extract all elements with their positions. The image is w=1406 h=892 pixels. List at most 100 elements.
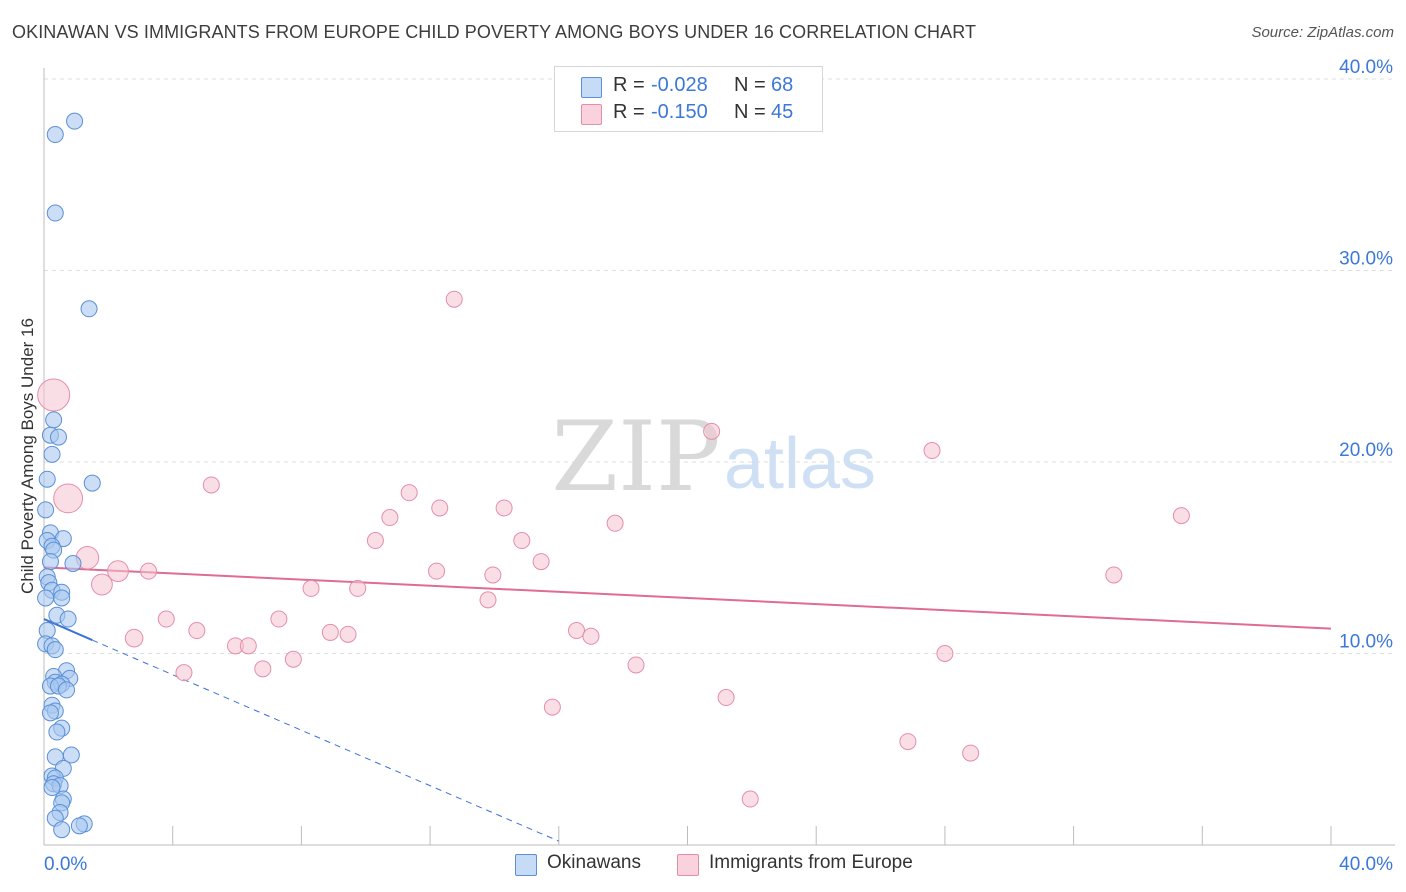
okinawans-point	[45, 411, 63, 429]
immigrants-point	[606, 514, 624, 532]
trendline-okinawans-dashed	[92, 639, 559, 842]
watermark: ZIP atlas	[551, 401, 876, 513]
immigrants-point	[91, 573, 113, 596]
chart-title: OKINAWAN VS IMMIGRANTS FROM EUROPE CHILD…	[12, 22, 977, 42]
y-tick-label: 20.0%	[1339, 440, 1393, 461]
immigrants-point	[302, 579, 320, 597]
okinawans-point	[58, 681, 76, 699]
immigrants-point	[582, 627, 600, 645]
immigrants-point	[284, 650, 302, 668]
immigrants-point	[567, 622, 585, 640]
immigrants-point	[366, 532, 384, 550]
y-tick-label: 40.0%	[1339, 57, 1393, 78]
okinawans-point	[43, 779, 61, 797]
series-okinawans	[37, 112, 101, 839]
n-value: 45	[771, 101, 794, 123]
watermark-atlas: atlas	[724, 424, 876, 504]
okinawans-point	[49, 428, 67, 446]
x-tick-label: 40.0%	[1339, 854, 1393, 875]
series-legend: Okinawans Immigrants from Europe	[0, 852, 1406, 878]
n-label: N =	[734, 74, 766, 96]
immigrants-point	[254, 660, 272, 678]
immigrants-point	[202, 476, 220, 494]
immigrants-point	[741, 790, 759, 808]
immigrants-point	[923, 442, 941, 460]
x-tick-label: 0.0%	[44, 854, 87, 875]
trendline-immigrants-solid	[43, 566, 1332, 630]
y-tick-labels: 10.0% 20.0% 30.0% 40.0%	[1339, 57, 1393, 653]
y-tick-label: 30.0%	[1339, 249, 1393, 270]
immigrants-point	[717, 689, 735, 707]
immigrants-point	[270, 610, 288, 628]
immigrants-point	[37, 378, 71, 412]
immigrants-point	[400, 484, 418, 502]
okinawans-point	[41, 704, 59, 722]
okinawans-point	[59, 610, 77, 628]
immigrants-point	[495, 499, 513, 517]
okinawans-point	[41, 553, 59, 571]
r-value: -0.150	[651, 101, 708, 123]
r-label: R =	[613, 101, 645, 123]
okinawans-point	[43, 445, 61, 463]
okinawans-point	[64, 554, 82, 572]
immigrants-point	[484, 566, 502, 584]
source-label: Source: ZipAtlas.com	[1251, 24, 1394, 41]
legend-swatch-pink	[677, 854, 699, 876]
trendlines	[43, 566, 1332, 842]
okinawans-point	[46, 748, 64, 766]
immigrants-point	[53, 483, 84, 514]
n-value: 68	[771, 74, 794, 96]
immigrants-point	[1172, 507, 1190, 525]
immigrants-point	[899, 733, 917, 751]
immigrants-point	[239, 637, 257, 655]
okinawans-point	[46, 204, 64, 222]
correlation-legend: R = -0.028 N = 68 R = -0.150 N = 45	[554, 66, 823, 132]
trendline-okinawans-solid	[43, 618, 93, 642]
okinawans-point	[37, 501, 55, 519]
immigrants-point	[349, 579, 367, 597]
immigrants-point	[339, 625, 357, 643]
immigrants-point	[962, 744, 980, 762]
y-tick-label: 10.0%	[1339, 632, 1393, 653]
okinawans-point	[38, 470, 56, 488]
n-label: N =	[734, 101, 766, 123]
immigrants-point	[175, 664, 193, 682]
x-tick-labels: 0.0% 40.0%	[44, 854, 1393, 875]
okinawans-point	[46, 126, 64, 144]
okinawans-point	[48, 723, 66, 741]
okinawans-point	[83, 474, 101, 492]
immigrants-point	[428, 562, 446, 580]
immigrants-point	[124, 628, 144, 648]
legend-label: Okinawans	[547, 852, 641, 873]
r-value: -0.028	[651, 74, 708, 96]
immigrants-point	[188, 622, 206, 640]
immigrants-point	[627, 656, 645, 674]
okinawans-point	[37, 589, 55, 607]
immigrants-point	[431, 499, 449, 517]
immigrants-point	[513, 532, 531, 550]
immigrants-point	[321, 623, 339, 641]
okinawans-point	[70, 817, 88, 835]
legend-swatch-blue	[515, 854, 537, 876]
okinawans-point	[80, 300, 98, 318]
okinawans-point	[53, 589, 71, 607]
immigrants-point	[107, 560, 129, 583]
immigrants-point	[381, 509, 399, 527]
immigrants-point	[543, 698, 561, 716]
legend-label: Immigrants from Europe	[709, 852, 913, 873]
immigrants-point	[532, 553, 550, 571]
immigrants-point	[140, 562, 158, 580]
gridlines	[44, 78, 1395, 654]
okinawans-point	[53, 821, 71, 839]
x-axis-ticks	[43, 826, 1332, 845]
watermark-zip: ZIP	[551, 401, 720, 513]
immigrants-point	[157, 610, 175, 628]
immigrants-point	[445, 290, 463, 308]
legend-swatch-pink	[581, 104, 602, 125]
immigrants-point	[1105, 566, 1123, 584]
series-immigrants-from-europe	[37, 290, 1190, 808]
okinawans-point	[66, 112, 84, 130]
okinawans-point	[46, 641, 64, 659]
immigrants-point	[703, 422, 721, 440]
